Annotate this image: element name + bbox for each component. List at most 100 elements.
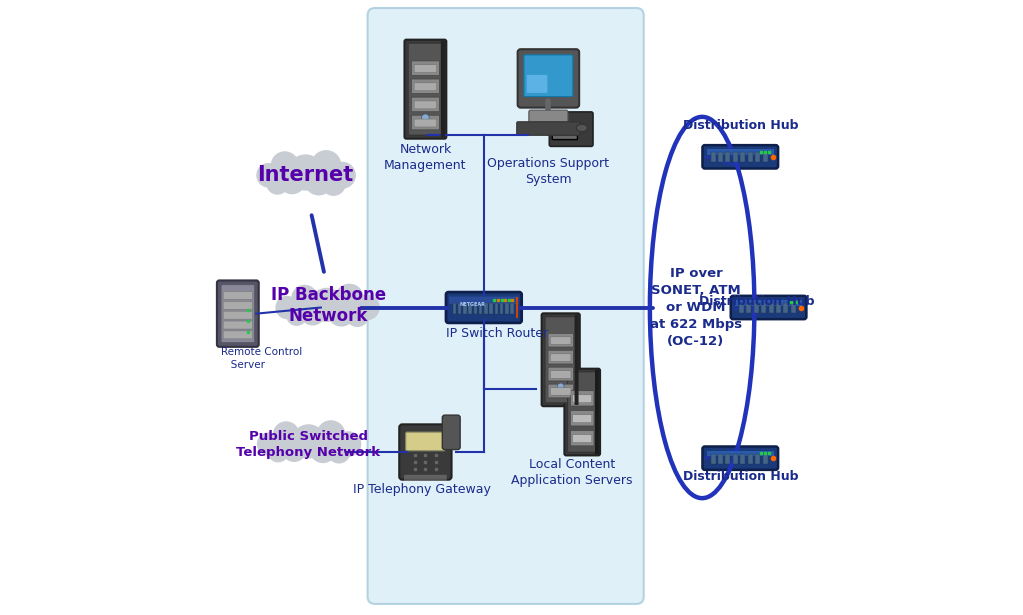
Circle shape <box>257 164 280 187</box>
Text: Distribution Hub: Distribution Hub <box>682 470 798 483</box>
Circle shape <box>258 433 279 455</box>
Bar <box>458 303 461 314</box>
FancyBboxPatch shape <box>223 321 253 329</box>
Text: Distribution Hub: Distribution Hub <box>699 295 814 308</box>
Bar <box>725 153 730 162</box>
FancyBboxPatch shape <box>518 49 579 108</box>
FancyBboxPatch shape <box>411 97 439 112</box>
Text: IP Switch Router: IP Switch Router <box>446 327 548 340</box>
Bar <box>776 303 781 313</box>
Circle shape <box>276 296 298 319</box>
FancyBboxPatch shape <box>573 415 591 423</box>
Circle shape <box>305 167 332 195</box>
Circle shape <box>267 173 287 194</box>
Bar <box>718 153 723 162</box>
FancyBboxPatch shape <box>575 315 579 405</box>
Text: Distribution Hub: Distribution Hub <box>682 119 798 132</box>
Text: Operations Support
System: Operations Support System <box>487 157 610 186</box>
FancyBboxPatch shape <box>221 285 255 343</box>
Circle shape <box>268 442 288 462</box>
Circle shape <box>301 301 324 325</box>
FancyBboxPatch shape <box>223 292 253 300</box>
Bar <box>754 303 759 313</box>
FancyBboxPatch shape <box>550 354 571 361</box>
FancyBboxPatch shape <box>548 384 573 398</box>
Bar <box>755 454 760 464</box>
FancyBboxPatch shape <box>446 292 522 323</box>
Circle shape <box>286 306 307 325</box>
FancyBboxPatch shape <box>408 43 443 135</box>
Text: NETGEAR: NETGEAR <box>459 302 485 308</box>
FancyBboxPatch shape <box>411 115 439 130</box>
FancyBboxPatch shape <box>367 8 643 604</box>
FancyBboxPatch shape <box>549 112 593 146</box>
FancyBboxPatch shape <box>411 61 439 76</box>
FancyBboxPatch shape <box>414 119 437 127</box>
FancyBboxPatch shape <box>552 123 577 129</box>
Circle shape <box>317 421 345 448</box>
FancyBboxPatch shape <box>411 79 439 93</box>
Ellipse shape <box>576 124 587 132</box>
Circle shape <box>421 114 430 122</box>
Bar <box>474 303 477 314</box>
Text: Network
Management: Network Management <box>385 143 466 172</box>
FancyBboxPatch shape <box>414 83 437 91</box>
Circle shape <box>558 383 564 390</box>
FancyBboxPatch shape <box>548 351 573 364</box>
Bar <box>755 153 760 162</box>
FancyBboxPatch shape <box>565 369 601 455</box>
FancyBboxPatch shape <box>524 55 573 97</box>
FancyBboxPatch shape <box>568 372 596 452</box>
Bar <box>453 303 456 314</box>
FancyBboxPatch shape <box>517 122 580 135</box>
Bar <box>741 454 745 464</box>
Bar <box>510 303 514 314</box>
FancyBboxPatch shape <box>548 333 573 347</box>
Bar <box>768 303 773 313</box>
Bar <box>489 303 493 314</box>
Bar <box>747 303 751 313</box>
FancyBboxPatch shape <box>449 296 519 304</box>
Bar <box>784 303 789 313</box>
FancyBboxPatch shape <box>571 430 594 446</box>
Text: IP Backbone
Network: IP Backbone Network <box>271 286 386 325</box>
Circle shape <box>328 441 350 463</box>
Bar <box>732 454 738 464</box>
Circle shape <box>273 422 299 447</box>
FancyBboxPatch shape <box>550 337 571 344</box>
FancyBboxPatch shape <box>404 40 446 139</box>
FancyBboxPatch shape <box>406 432 445 451</box>
FancyBboxPatch shape <box>223 331 253 339</box>
FancyBboxPatch shape <box>550 371 571 378</box>
Circle shape <box>312 151 341 180</box>
Bar <box>748 454 753 464</box>
Circle shape <box>293 425 325 458</box>
FancyBboxPatch shape <box>730 296 806 319</box>
Circle shape <box>322 172 345 195</box>
Bar <box>741 153 745 162</box>
Bar <box>479 303 483 314</box>
Text: Public Switched
Telephony Network: Public Switched Telephony Network <box>236 429 381 459</box>
FancyBboxPatch shape <box>595 370 598 454</box>
Bar <box>463 303 466 314</box>
Circle shape <box>282 437 306 461</box>
Text: IP Telephony Gateway: IP Telephony Gateway <box>353 483 491 496</box>
Circle shape <box>292 285 317 311</box>
Bar <box>711 153 715 162</box>
Bar <box>762 454 767 464</box>
Circle shape <box>579 435 585 442</box>
FancyBboxPatch shape <box>571 391 594 406</box>
Text: Internet: Internet <box>258 165 354 185</box>
Bar <box>761 303 766 313</box>
Bar <box>500 303 503 314</box>
Bar <box>732 153 738 162</box>
Bar <box>707 149 773 155</box>
Bar <box>516 297 519 318</box>
Bar <box>494 303 498 314</box>
FancyBboxPatch shape <box>414 101 437 109</box>
Bar <box>711 454 715 464</box>
FancyBboxPatch shape <box>550 387 571 395</box>
FancyBboxPatch shape <box>573 395 591 403</box>
Bar <box>762 153 767 162</box>
FancyBboxPatch shape <box>217 280 259 347</box>
